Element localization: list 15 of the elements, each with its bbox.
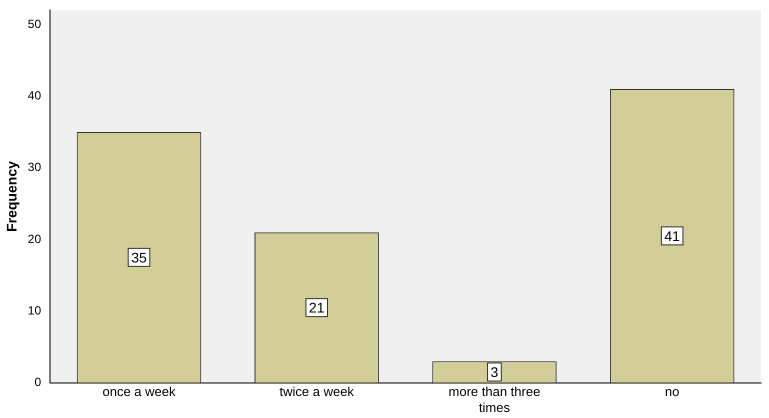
y-tick-label: 0	[34, 375, 42, 390]
y-axis-title: Frequency	[3, 160, 20, 232]
y-tick-label: 50	[28, 16, 42, 31]
data-label: 35	[131, 249, 147, 266]
x-tick-label: more than three times	[448, 384, 540, 415]
data-label: 21	[308, 299, 325, 316]
y-tick-label: 10	[28, 303, 42, 318]
data-label: 3	[490, 364, 499, 380]
y-tick-label: 20	[28, 232, 42, 246]
y-tick-label: 30	[28, 160, 42, 174]
data-label: 41	[664, 228, 680, 244]
x-tick-label: once a week	[102, 384, 176, 400]
x-tick-label: twice a week	[280, 384, 354, 400]
y-tick-label: 40	[28, 88, 42, 102]
x-tick-label: no	[664, 384, 680, 400]
